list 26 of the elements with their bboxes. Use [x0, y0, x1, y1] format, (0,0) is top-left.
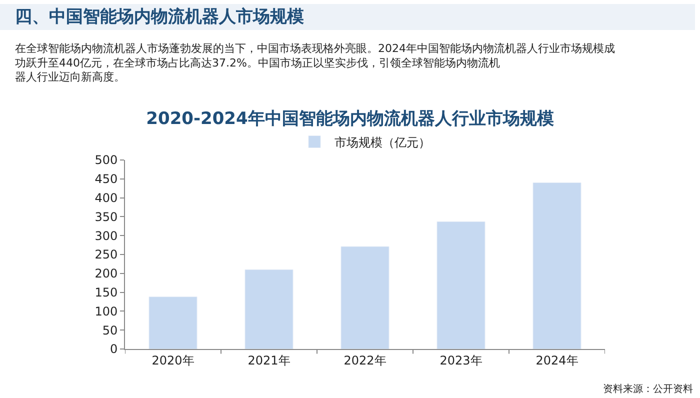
- y-tick-label: 300: [94, 228, 118, 243]
- y-tick-label: 450: [94, 172, 118, 186]
- y-tick-label: 350: [94, 210, 118, 224]
- y-tick-label: 250: [94, 248, 118, 262]
- y-tick-label: 100: [94, 304, 118, 318]
- x-tick-label: 2023年: [440, 353, 482, 368]
- y-tick-label: 0: [110, 342, 118, 356]
- bar: [148, 296, 198, 349]
- y-tick-label: 500: [94, 153, 118, 168]
- bar: [436, 221, 486, 349]
- bar: [532, 182, 582, 349]
- x-tick-label: 2024年: [536, 353, 578, 368]
- legend-label: 市场规模（亿元）: [334, 135, 430, 150]
- text: 四、中国智能场内物流机器人市场规模: [15, 7, 304, 27]
- text: 资料来源：公开资料: [603, 383, 693, 395]
- bar: [244, 269, 294, 349]
- y-tick-label: 400: [94, 191, 118, 205]
- bar: [340, 246, 390, 349]
- x-tick-label: 2021年: [248, 353, 290, 368]
- y-tick-label: 50: [102, 323, 118, 338]
- text: 在全球智能场内物流机器人市场蓬勃发展的当下，中国市场表现格外亮眼。2024年中国智能场内物流机器人行业市场规模成功跃升至440亿元，在全球市场占比高达37.2%。中国市场正以坚实步伐，引领全球智能场内物流机器人行业迈向新高度。: [15, 42, 615, 84]
- chart-title: 2020-2024年中国智能场内物流机器人行业市场规模: [146, 108, 554, 129]
- x-tick-label: 2020年: [152, 353, 194, 368]
- y-tick-label: 150: [94, 286, 118, 300]
- y-tick-label: 200: [94, 266, 118, 281]
- x-tick-label: 2022年: [344, 353, 386, 368]
